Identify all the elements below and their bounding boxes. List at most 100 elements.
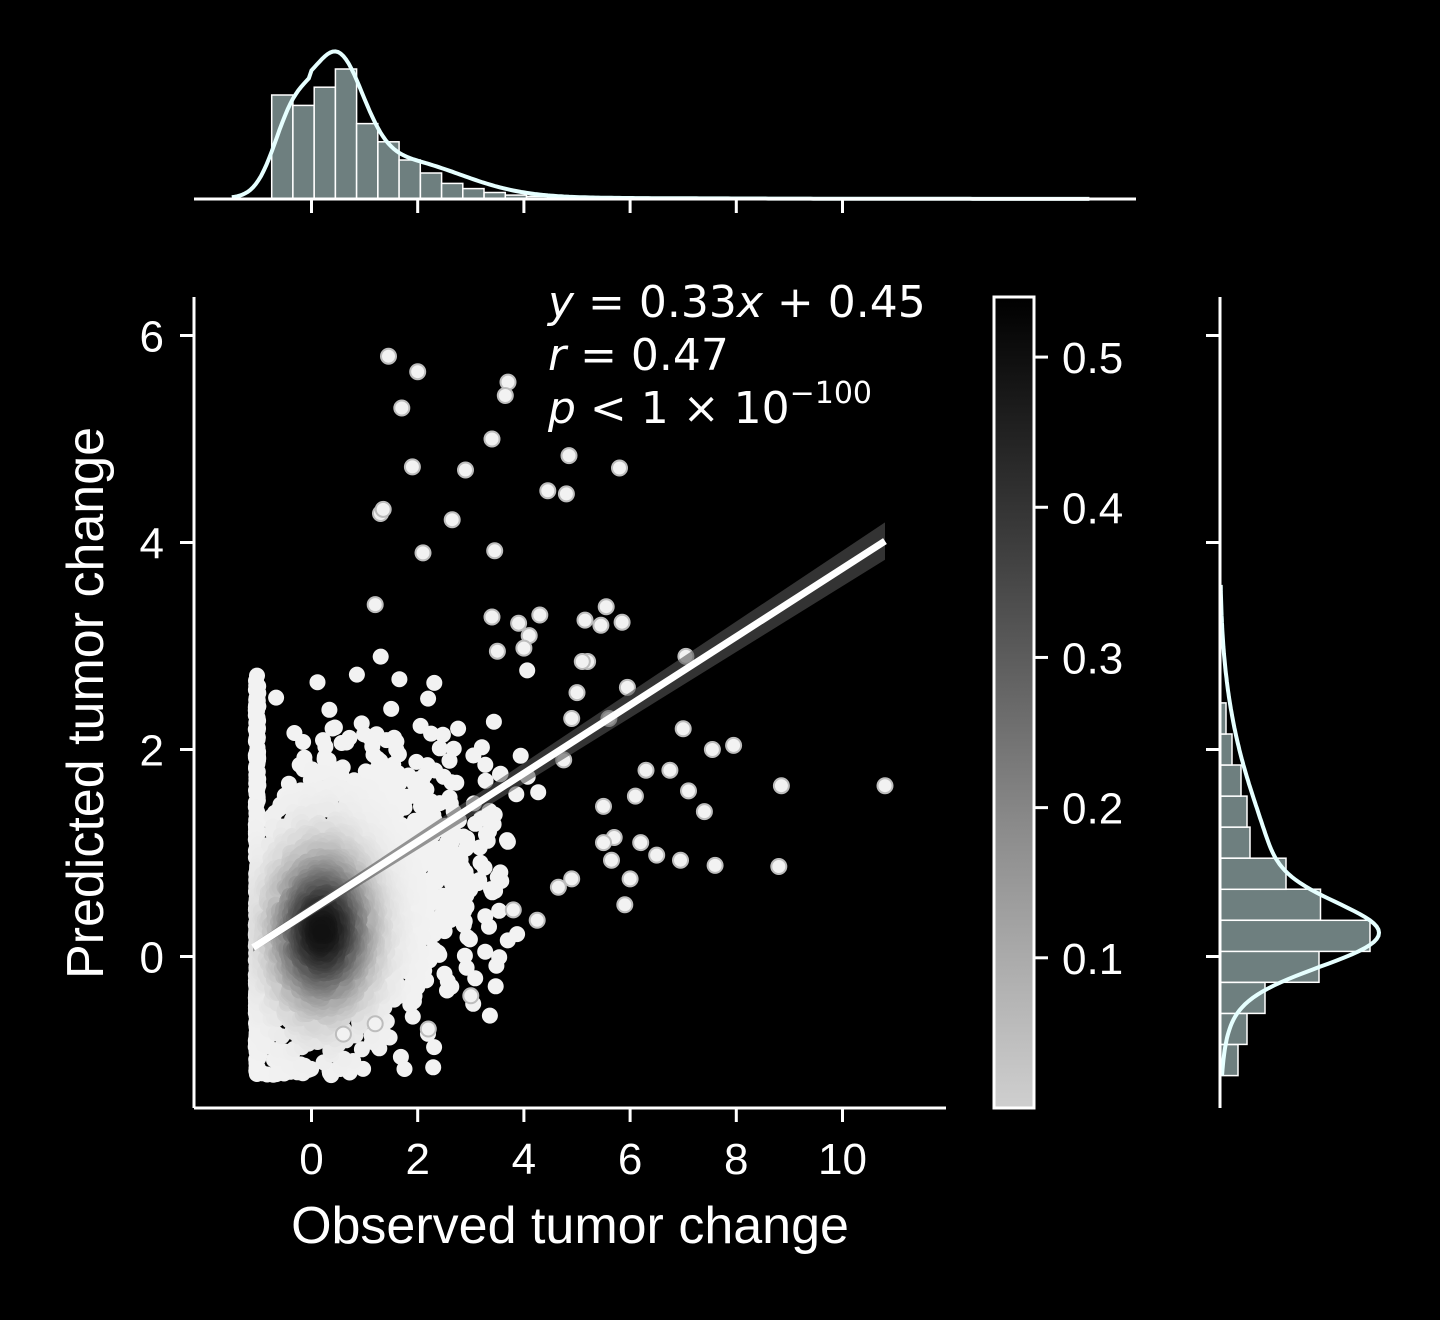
x-hist-bar: [419, 172, 443, 200]
y-hist-bar: [1219, 733, 1233, 766]
scatter-point: [391, 671, 408, 688]
scatter-point: [366, 596, 384, 614]
x-hist-bar: [462, 187, 485, 200]
y-tick-label: 4: [140, 520, 164, 569]
scatter-point: [592, 616, 610, 634]
scatter-point: [459, 929, 476, 946]
scatter-point: [402, 996, 419, 1013]
y-hist-bar: [1219, 857, 1287, 891]
scatter-point: [374, 500, 392, 518]
scatter-point: [703, 741, 721, 758]
regression-annotation: y = 0.33x + 0.45 r = 0.47 p < 1 × 10−100: [546, 277, 926, 434]
scatter-point: [334, 1025, 352, 1043]
scatter-point: [483, 430, 501, 448]
scatter-point: [573, 653, 591, 670]
scatter-point: [333, 735, 350, 751]
scatter-point: [557, 485, 575, 503]
y-hist-bar: [1219, 795, 1248, 828]
scatter-point: [462, 987, 480, 1005]
colorbar-tick-label: 0.3: [1062, 634, 1123, 683]
scatter-point: [431, 740, 448, 757]
x-hist-bar: [440, 182, 464, 200]
scatter-point: [680, 782, 697, 800]
scatter-point: [539, 482, 557, 500]
x-hist-bar: [292, 104, 315, 200]
x-tick-label: 8: [724, 1135, 748, 1184]
scatter-point: [512, 747, 529, 764]
scatter-point: [560, 447, 578, 465]
scatter-point: [356, 726, 373, 743]
scatter-point: [456, 947, 473, 964]
scatter-point: [637, 761, 655, 779]
scatter-point: [296, 1057, 313, 1074]
scatter-point: [478, 826, 494, 843]
scatter-point: [465, 747, 482, 764]
x-hist-bar: [355, 122, 379, 200]
scatter-point: [413, 798, 429, 815]
scatter-point: [488, 957, 505, 974]
scatter-point: [458, 959, 475, 976]
scatter-point: [489, 869, 506, 886]
scatter-point: [313, 923, 330, 940]
main-axes: 0 2 4 6 8 10 0 2 4 6: [140, 297, 946, 1184]
scatter-point: [467, 815, 484, 832]
annotation-correlation: r = 0.47: [548, 330, 729, 381]
y-hist-bar: [1219, 888, 1322, 921]
scatter-point: [434, 726, 451, 743]
scatter-point: [321, 701, 338, 718]
scatter-point: [467, 970, 484, 987]
scatter-point: [504, 901, 522, 919]
scatter-point: [672, 851, 689, 869]
scatter-point: [488, 642, 506, 660]
scatter-point: [348, 666, 365, 683]
scatter-point: [597, 598, 615, 616]
scatter-point: [876, 777, 894, 795]
x-hist-bar: [313, 86, 337, 200]
x-tick-label: 4: [512, 1135, 536, 1184]
scatter-point: [499, 832, 515, 849]
scatter-point: [491, 902, 508, 919]
scatter-point: [530, 784, 547, 801]
scatter-point: [414, 544, 432, 562]
scatter-point: [403, 458, 421, 476]
scatter-point: [392, 1048, 409, 1065]
x-tick-label: 0: [299, 1135, 323, 1184]
annotation-equation: y = 0.33x + 0.45: [546, 277, 926, 328]
scatter-point: [419, 1020, 437, 1038]
scatter-point: [515, 639, 533, 657]
y-marginal-histogram: [1206, 297, 1382, 1108]
scatter-point: [436, 965, 453, 982]
scatter-point: [483, 608, 501, 626]
scatter-point: [477, 756, 494, 773]
scatter-point: [595, 834, 612, 852]
scatter-point: [568, 684, 586, 702]
y-axis-title: Predicted tumor change: [57, 427, 115, 979]
scatter-point: [632, 834, 650, 852]
scatter-point: [483, 881, 499, 898]
scatter-point: [725, 736, 743, 754]
scatter-point: [406, 812, 423, 829]
colorbar: 0.1 0.2 0.3 0.4 0.5: [992, 295, 1123, 1110]
scatter-point: [409, 363, 427, 381]
scatter-point: [380, 347, 397, 365]
scatter-point: [309, 674, 326, 691]
scatter-point: [770, 858, 788, 875]
scatter-point: [648, 846, 666, 864]
scatter-point: [613, 613, 631, 631]
y-hist-bar: [1219, 950, 1320, 984]
scatter-point: [616, 896, 634, 914]
scatter-point: [706, 856, 724, 874]
colorbar-tick-label: 0.5: [1062, 334, 1123, 383]
scatter-point: [695, 803, 713, 821]
scatter-point: [487, 978, 504, 995]
scatter-point: [383, 700, 400, 717]
scatter-point: [426, 674, 443, 691]
colorbar-tick-label: 0.2: [1062, 785, 1123, 834]
y-hist-bar: [1219, 919, 1371, 953]
scatter-point: [335, 1050, 352, 1067]
colorbar-tick-label: 0.1: [1062, 935, 1123, 984]
regression-line-stroke: [251, 538, 887, 951]
scatter-point: [425, 1059, 442, 1076]
scatter-point: [445, 740, 462, 757]
